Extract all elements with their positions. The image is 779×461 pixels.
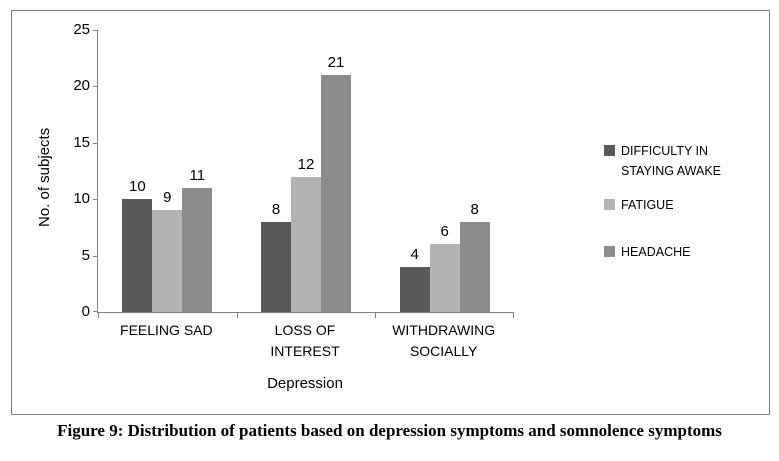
bar-group: 10 9 11 xyxy=(98,30,237,312)
x-tick-mark xyxy=(98,313,99,318)
category-label: WITHDRAWING SOCIALLY xyxy=(392,322,496,359)
legend-label: FATIGUE xyxy=(621,198,674,212)
y-axis-title: No. of subjects xyxy=(36,127,53,227)
y-tick-mark xyxy=(93,255,98,257)
y-tick-mark xyxy=(93,30,98,31)
legend-label: HEADACHE xyxy=(621,245,691,259)
bar: 10 xyxy=(122,178,153,312)
y-tick-mark xyxy=(93,142,98,144)
legend-swatch-icon xyxy=(604,199,615,210)
legend-swatch-icon xyxy=(604,145,615,156)
bar: 9 xyxy=(152,189,183,312)
data-label: 10 xyxy=(128,178,146,196)
legend-item: HEADACHE xyxy=(604,242,744,262)
legend-item: FATIGUE xyxy=(604,195,744,215)
y-tick-mark xyxy=(93,199,98,201)
y-tick-label: 0 xyxy=(81,303,90,320)
y-tick-mark xyxy=(93,311,98,312)
y-tick-label: 5 xyxy=(81,246,90,264)
legend-swatch-icon xyxy=(604,246,615,257)
bar: 4 xyxy=(399,246,430,312)
x-tick-mark xyxy=(236,313,238,318)
figure-caption: Figure 9: Distribution of patients based… xyxy=(57,421,722,440)
bar: 21 xyxy=(321,54,351,312)
bar-group: 4 6 8 xyxy=(375,30,514,312)
bar: 8 xyxy=(459,201,490,312)
chart-frame: No. of subjects 0 5 10 15 20 25 10 9 11 8 12 21 4 6 8 … xyxy=(11,10,770,415)
category-axis-labels: FEELING SAD LOSS OF INTEREST WITHDRAWING S… xyxy=(97,320,513,362)
legend: DIFFICULTY IN STAYING AWAKE FATIGUE HEADAC… xyxy=(604,141,744,262)
category-label: LOSS OF INTEREST xyxy=(270,322,340,359)
y-tick-label: 15 xyxy=(73,133,90,151)
y-tick-label: 20 xyxy=(73,77,90,95)
plot-area: 0 5 10 15 20 25 10 9 11 8 12 21 4 6 8 xyxy=(73,21,514,320)
x-axis-title: Depression xyxy=(267,375,343,392)
legend-item: DIFFICULTY IN STAYING AWAKE xyxy=(604,141,744,181)
data-label: 6 xyxy=(440,223,449,241)
data-label: 21 xyxy=(327,54,345,72)
bar: 6 xyxy=(429,223,460,312)
x-tick-mark xyxy=(513,313,514,318)
legend-label: DIFFICULTY IN STAYING AWAKE xyxy=(621,144,722,178)
bar: 12 xyxy=(291,156,321,312)
data-label: 11 xyxy=(189,166,206,184)
data-label: 4 xyxy=(410,245,419,263)
bar: 8 xyxy=(261,201,291,312)
category-label: FEELING SAD xyxy=(120,322,213,338)
y-tick-mark xyxy=(93,86,98,88)
x-tick-mark xyxy=(375,313,377,318)
data-label: 12 xyxy=(297,155,315,173)
data-label: 8 xyxy=(271,200,281,218)
y-tick-label: 10 xyxy=(73,190,90,208)
bar: 11 xyxy=(182,167,213,312)
data-label: 8 xyxy=(470,200,479,218)
bar-group: 8 12 21 xyxy=(237,30,376,312)
y-tick-label: 25 xyxy=(73,21,90,38)
data-label: 9 xyxy=(163,189,172,207)
